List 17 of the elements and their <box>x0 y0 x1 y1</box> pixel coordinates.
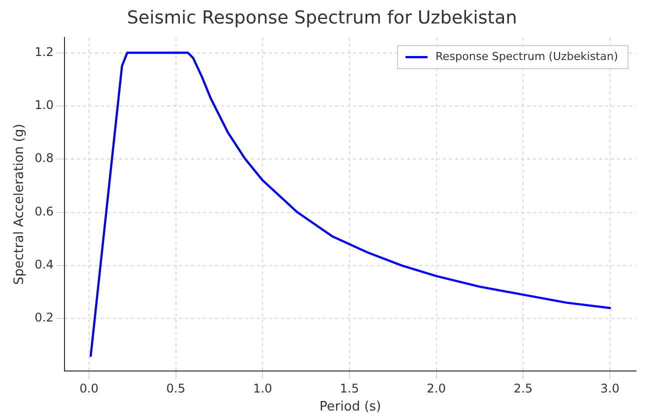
x-tick-label: 2.0 <box>426 381 446 396</box>
y-tick-label: 0.8 <box>34 151 54 166</box>
x-tick-label: 1.5 <box>340 381 360 396</box>
x-axis-title: Period (s) <box>320 400 382 415</box>
chart-title: Seismic Response Spectrum for Uzbekistan <box>126 7 518 28</box>
x-tick-label: 2.5 <box>514 381 533 396</box>
y-tick-label: 0.2 <box>34 310 54 325</box>
y-tick-label: 1.0 <box>34 98 54 112</box>
legend-label: Response Spectrum (Uzbekistan) <box>436 50 618 63</box>
y-axis-title: Spectral Acceleration (g) <box>12 124 28 285</box>
x-tick-label: 1.0 <box>253 381 272 396</box>
y-tick-label: 0.4 <box>34 258 54 272</box>
x-tick-label: 3.0 <box>600 381 620 396</box>
y-tick-label: 1.2 <box>34 44 54 59</box>
x-tick-label: 0.0 <box>79 381 99 396</box>
y-tick-label: 0.6 <box>34 204 54 218</box>
x-tick-label: 0.5 <box>166 381 186 396</box>
